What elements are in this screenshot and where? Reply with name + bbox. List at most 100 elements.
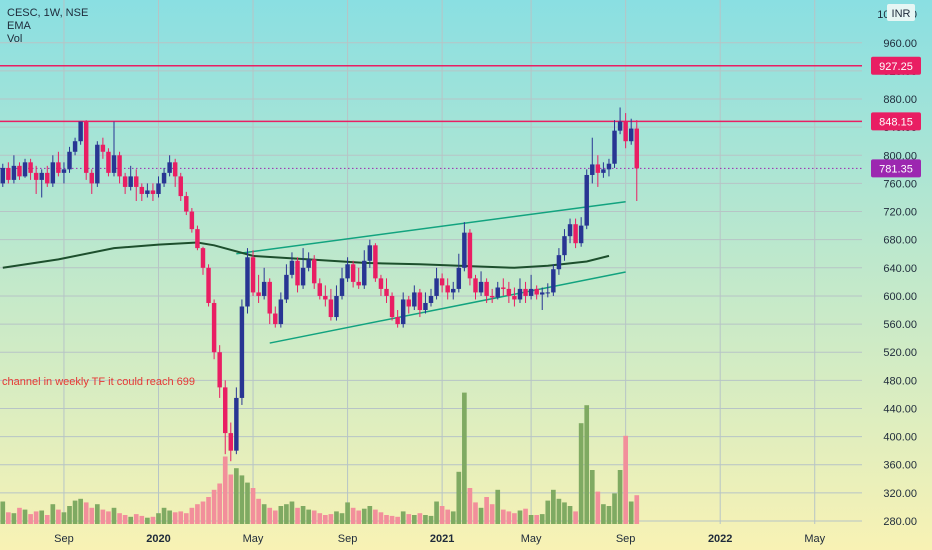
candle	[211, 299, 217, 360]
candle-body	[234, 397, 239, 451]
candle-body	[45, 172, 50, 184]
candle	[562, 229, 567, 261]
candle	[473, 274, 478, 300]
candle	[584, 169, 589, 230]
candle-body	[50, 162, 56, 184]
candle	[217, 345, 222, 398]
y-tick-label: 640.00	[883, 263, 917, 275]
candle	[606, 158, 612, 177]
candle-body	[334, 295, 339, 318]
candle-body	[495, 287, 500, 298]
candle-body	[634, 128, 639, 169]
volume-bar	[556, 498, 562, 524]
volume-bar	[178, 511, 184, 524]
candle	[223, 380, 228, 455]
volume-bar	[217, 483, 223, 524]
volume-bar	[339, 513, 345, 524]
volume-bar	[200, 501, 206, 524]
ema-legend[interactable]: EMA	[7, 20, 31, 32]
candle-body	[267, 281, 272, 314]
time-axis[interactable]: Sep 2020 May Sep 2021 May Sep 2022 May	[54, 533, 825, 545]
level-tag-text: 848.15	[879, 116, 913, 128]
candle-body	[612, 130, 617, 164]
volume-bar	[22, 509, 28, 524]
x-tick-label: May	[243, 533, 264, 545]
volume-bar	[567, 506, 573, 524]
volume-bar	[400, 511, 406, 524]
candle	[261, 267, 267, 300]
candle-body	[156, 183, 161, 194]
volume-bar	[578, 423, 584, 524]
volume-bar	[228, 474, 234, 524]
candle-body	[56, 162, 61, 173]
candle-body	[223, 387, 228, 434]
candle	[273, 306, 278, 328]
candle-body	[445, 285, 450, 293]
volume-bar	[17, 507, 22, 524]
candle	[278, 292, 284, 328]
candle-body	[17, 165, 22, 177]
volume-bar	[39, 510, 45, 524]
vol-legend[interactable]: Vol	[7, 33, 23, 45]
candle-body	[306, 259, 311, 268]
y-tick-label: 440.00	[883, 403, 917, 415]
candle-body	[28, 162, 33, 173]
candle-body	[167, 162, 172, 173]
volume-bar	[484, 497, 489, 524]
volume-bar	[617, 470, 623, 524]
candle	[89, 169, 94, 194]
candle-body	[595, 164, 601, 173]
y-tick-label: 360.00	[883, 460, 917, 472]
x-tick-label: Sep	[616, 533, 636, 545]
volume-bar	[500, 509, 506, 524]
candle	[172, 158, 178, 187]
candle	[601, 162, 606, 178]
volume-bar	[473, 502, 478, 524]
candle-body	[134, 176, 139, 187]
candle	[306, 252, 311, 272]
volume-bar	[423, 515, 428, 524]
candle-body	[556, 255, 562, 270]
candle-body	[523, 288, 528, 296]
candle	[178, 172, 183, 201]
volume-bar	[206, 497, 211, 524]
candle	[628, 118, 634, 145]
candle-body	[389, 295, 395, 318]
candle-body	[239, 306, 245, 398]
candle	[367, 239, 373, 268]
y-tick-label: 480.00	[883, 375, 917, 387]
candle-body	[206, 267, 211, 303]
volume-bar	[612, 493, 617, 524]
volume-bar	[284, 504, 289, 524]
channel-line	[236, 200, 626, 255]
y-tick-label: 800.00	[883, 150, 917, 162]
candle-body	[328, 299, 334, 318]
candle	[534, 285, 539, 300]
candle	[428, 288, 434, 307]
volume-bar	[89, 507, 95, 524]
last-price-tag-text: 781.35	[879, 163, 913, 175]
currency-badge	[887, 4, 915, 21]
volume-bar	[6, 512, 11, 524]
volume-bar	[450, 511, 456, 524]
candle-body	[295, 260, 300, 286]
volume-bar	[462, 392, 467, 524]
candle-body	[545, 292, 551, 294]
candle	[184, 191, 189, 216]
candle-body	[590, 164, 595, 175]
y-tick-label: 720.00	[883, 207, 917, 219]
candle-body	[228, 433, 234, 451]
volume-bar	[100, 509, 106, 524]
resistance-levels	[0, 65, 862, 123]
candle	[445, 278, 450, 300]
symbol-title[interactable]: CESC, 1W, NSE	[7, 7, 89, 19]
candle-body	[284, 274, 289, 300]
legend: CESC, 1W, NSE EMA Vol	[7, 7, 88, 46]
volume-bar	[300, 506, 306, 524]
candle-body	[395, 317, 400, 325]
candle	[139, 183, 145, 201]
volume-bar	[389, 515, 395, 524]
volume-bar	[523, 508, 528, 524]
candle	[395, 310, 400, 328]
